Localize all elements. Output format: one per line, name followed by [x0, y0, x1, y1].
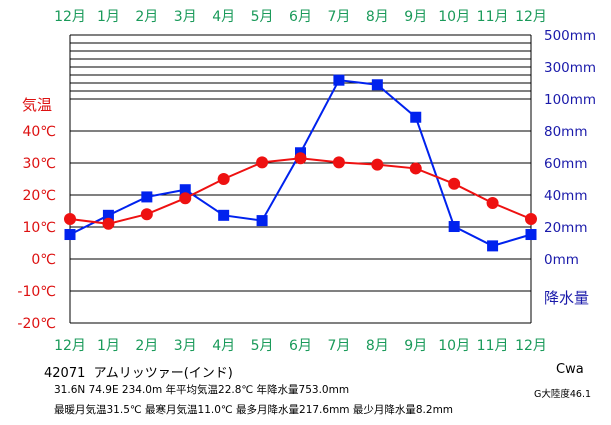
bottom-month-label: 5月 — [251, 338, 274, 354]
temperature-tick-label: 30℃ — [22, 156, 56, 172]
bottom-month-label: 6月 — [289, 338, 312, 354]
temperature-point — [140, 208, 153, 221]
precipitation-point — [141, 191, 153, 203]
precipitation-axis: 降水量 0mm 20mm 40mm 60mm 80mm 100mm 300mm 500mm — [544, 28, 596, 307]
climate-classification: Cwa — [556, 362, 584, 377]
temperature-point — [217, 173, 230, 185]
bottom-month-label: 9月 — [404, 338, 427, 354]
temperature-tick-label: 20℃ — [22, 188, 56, 204]
bottom-month-label: 12月 — [515, 338, 547, 354]
temperature-series — [64, 152, 537, 230]
bottom-month-axis: 12月 1月 2月 3月 4月 5月 6月 7月 8月 9月 10月 11月 12月 — [54, 338, 547, 354]
top-month-label: 1月 — [97, 9, 120, 25]
station-summary: 31.6N 74.9E 234.0m 年平均気温22.8℃ 年降水量753.0m… — [54, 384, 350, 396]
temperature-tick-label: 40℃ — [22, 124, 56, 140]
precipitation-point — [371, 79, 383, 91]
temperature-point — [448, 177, 461, 190]
precipitation-point — [333, 74, 345, 86]
bottom-month-label: 12月 — [54, 338, 86, 354]
top-month-label: 11月 — [477, 9, 509, 25]
precipitation-point — [218, 209, 230, 221]
temperature-point — [332, 156, 345, 169]
temperature-axis-title: 気温 — [22, 96, 52, 114]
top-month-label: 7月 — [327, 9, 350, 25]
precipitation-point — [179, 184, 191, 196]
temperature-point — [64, 213, 76, 225]
temperature-tick-label: 0℃ — [31, 252, 56, 268]
temperature-point — [486, 197, 499, 209]
top-month-label: 4月 — [212, 9, 235, 25]
station-heading: 42071 アムリッツァー(インド) — [44, 362, 233, 381]
temperature-point — [294, 152, 307, 165]
precipitation-tick-label: 500mm — [544, 28, 596, 44]
bottom-month-label: 3月 — [174, 338, 197, 354]
precipitation-tick-label: 0mm — [544, 252, 579, 268]
chart-grid — [69, 34, 532, 324]
bottom-month-label: 10月 — [438, 338, 470, 354]
bottom-month-label: 7月 — [327, 338, 350, 354]
station-extremes: 最暖月気温31.5℃ 最寒月気温11.0℃ 最多月降水量217.6mm 最少月降… — [54, 404, 454, 416]
temperature-tick-label: 10℃ — [22, 220, 56, 236]
temperature-line — [69, 157, 532, 225]
precipitation-point — [410, 111, 422, 123]
station-name: アムリッツァー(インド) — [93, 366, 233, 381]
temperature-point — [179, 192, 192, 205]
temperature-point — [525, 213, 537, 225]
temperature-tick-label: -10℃ — [17, 284, 56, 300]
top-month-label: 6月 — [289, 9, 312, 25]
top-month-axis: 12月 1月 2月 3月 4月 5月 6月 7月 8月 9月 10月 11月 12月 — [54, 9, 547, 25]
station-id: 42071 — [44, 366, 86, 381]
temperature-point — [102, 217, 115, 230]
precipitation-axis-title: 降水量 — [544, 289, 589, 307]
continentality-index: G大陸度46.1 — [534, 389, 592, 400]
temperature-axis: 気温 -20℃ -10℃ 0℃ 10℃ 20℃ 30℃ 40℃ — [17, 96, 56, 332]
precipitation-point — [64, 229, 76, 241]
bottom-month-label: 4月 — [212, 338, 235, 354]
precipitation-point — [525, 229, 537, 241]
precipitation-tick-label: 60mm — [544, 156, 587, 172]
precipitation-tick-label: 100mm — [544, 92, 596, 108]
top-month-label: 12月 — [515, 9, 547, 25]
precipitation-point — [102, 209, 114, 221]
precipitation-point — [487, 240, 499, 252]
precipitation-point — [448, 221, 460, 233]
top-month-label: 12月 — [54, 9, 86, 25]
top-month-label: 3月 — [174, 9, 197, 25]
temperature-point — [409, 162, 422, 175]
bottom-month-label: 2月 — [135, 338, 158, 354]
precipitation-tick-label: 20mm — [544, 220, 587, 236]
top-month-label: 9月 — [404, 9, 427, 25]
top-month-label: 2月 — [135, 9, 158, 25]
top-month-label: 8月 — [366, 9, 389, 25]
precipitation-point — [256, 215, 268, 227]
temperature-point — [256, 156, 269, 169]
precipitation-tick-label: 40mm — [544, 188, 587, 204]
bottom-month-label: 1月 — [97, 338, 120, 354]
temperature-point — [371, 158, 384, 171]
bottom-month-label: 11月 — [477, 338, 509, 354]
bottom-month-label: 8月 — [366, 338, 389, 354]
top-month-label: 10月 — [438, 9, 470, 25]
precipitation-tick-label: 300mm — [544, 60, 596, 76]
precipitation-tick-label: 80mm — [544, 124, 587, 140]
top-month-label: 5月 — [251, 9, 274, 25]
temperature-tick-label: -20℃ — [17, 316, 56, 332]
